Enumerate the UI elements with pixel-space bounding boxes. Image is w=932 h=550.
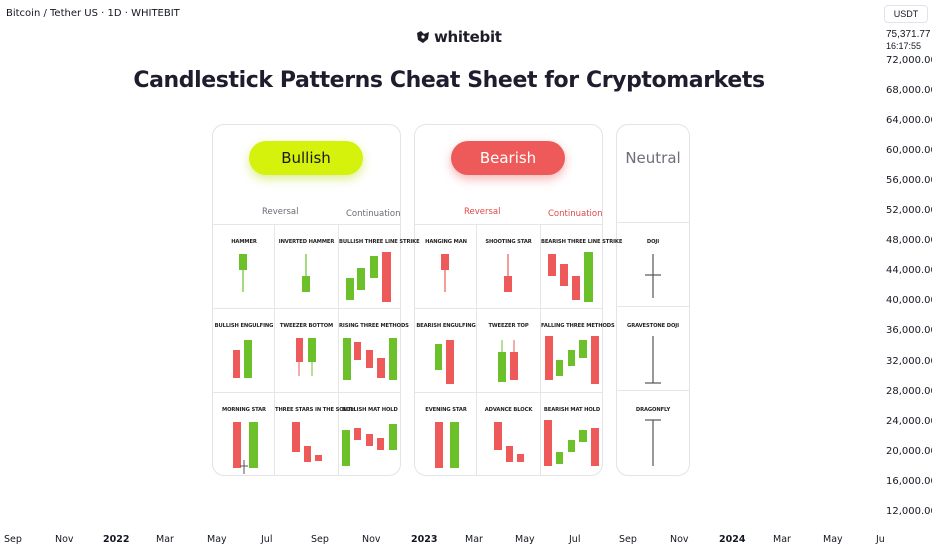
price-tick: 24,000.00 bbox=[886, 416, 932, 427]
time-tick: Sep bbox=[311, 534, 329, 545]
price-tick: 20,000.00 bbox=[886, 446, 932, 457]
time-tick: 2024 bbox=[719, 534, 746, 545]
time-tick: Jul bbox=[261, 534, 273, 545]
currency-selector[interactable]: USDT bbox=[884, 5, 928, 23]
pattern-label: TWEEZER BOTTOM bbox=[279, 323, 334, 329]
pattern-label: BEARISH ENGULFING bbox=[416, 323, 476, 329]
price-tick: 48,000.00 bbox=[886, 235, 932, 246]
time-tick: Ju bbox=[876, 534, 885, 545]
time-tick: May bbox=[823, 534, 843, 545]
price-tick: 72,000.00 bbox=[886, 55, 932, 66]
rising-three-methods-candles bbox=[343, 338, 397, 380]
pattern-label: RISING THREE METHODS bbox=[339, 323, 409, 329]
pattern-label: HANGING MAN bbox=[425, 239, 467, 245]
falling-three-methods-candles bbox=[545, 336, 599, 384]
bullish-badge: Bullish bbox=[249, 141, 363, 175]
current-price: 75,371.77 bbox=[886, 29, 931, 40]
time-tick: Mar bbox=[156, 534, 174, 545]
bullish-panel bbox=[212, 124, 401, 476]
neutral-panel bbox=[616, 124, 690, 476]
bar-countdown: 16:17:55 bbox=[886, 41, 922, 51]
price-tick: 60,000.00 bbox=[886, 145, 932, 156]
bullish-mat-hold-candles bbox=[342, 424, 397, 466]
bullish-reversal-header: Reversal bbox=[262, 207, 299, 217]
price-tick: 28,000.00 bbox=[886, 386, 932, 397]
pattern-label: BEARISH MAT HOLD bbox=[543, 407, 601, 413]
brand-name: whitebit bbox=[434, 28, 502, 46]
three-stars-in-the-south-candles bbox=[292, 422, 322, 462]
gravestone-doji-candle bbox=[645, 336, 661, 384]
bearish-three-line-strike-candles bbox=[548, 252, 593, 302]
tweezer-bottom-candles bbox=[296, 338, 316, 376]
time-tick: 2023 bbox=[411, 534, 438, 545]
pattern-label: MORNING STAR bbox=[222, 407, 266, 413]
pattern-label: THREE STARS IN THE SOUTH bbox=[275, 407, 356, 413]
time-tick: Jul bbox=[569, 534, 581, 545]
pattern-label: BEARISH THREE LINE STRIKE bbox=[541, 239, 623, 245]
shooting-star-candles bbox=[504, 254, 512, 292]
price-tick: 12,000.00 bbox=[886, 506, 932, 517]
price-tick: 44,000.00 bbox=[886, 265, 932, 276]
time-tick: Nov bbox=[55, 534, 74, 545]
whitebit-logo: whitebit bbox=[416, 28, 502, 46]
time-tick: May bbox=[515, 534, 535, 545]
pattern-label: TWEEZER TOP bbox=[488, 323, 529, 329]
price-tick: 16,000.00 bbox=[886, 476, 932, 487]
pattern-label: BULLISH MAT HOLD bbox=[342, 407, 398, 413]
time-tick: Sep bbox=[4, 534, 22, 545]
hammer-candles bbox=[239, 254, 247, 292]
price-tick: 32,000.00 bbox=[886, 356, 932, 367]
pattern-label: BULLISH THREE LINE STRIKE bbox=[339, 239, 420, 245]
bearish-reversal-header: Reversal bbox=[464, 207, 501, 217]
hanging-man-candles bbox=[441, 254, 449, 292]
bearish-badge: Bearish bbox=[451, 141, 565, 175]
pattern-label: EVENING STAR bbox=[425, 407, 467, 413]
time-tick: May bbox=[207, 534, 227, 545]
bearish-mat-hold-candles bbox=[544, 420, 599, 466]
inverted-hammer-candles bbox=[302, 254, 310, 292]
bullish-continuation-header: Continuation bbox=[346, 209, 401, 219]
bullish-engulfing-candles bbox=[233, 340, 252, 378]
bullish-three-line-strike-candles bbox=[346, 252, 391, 302]
neutral-heading: Neutral bbox=[625, 149, 681, 167]
cheat-sheet-title: Candlestick Patterns Cheat Sheet for Cry… bbox=[133, 68, 765, 93]
price-tick: 64,000.00 bbox=[886, 115, 932, 126]
advance-block-candles bbox=[494, 422, 524, 462]
pattern-label: SHOOTING STAR bbox=[485, 239, 532, 245]
pattern-label: ADVANCE BLOCK bbox=[484, 407, 533, 413]
pattern-label: DRAGONFLY bbox=[635, 407, 671, 413]
pattern-label: INVERTED HAMMER bbox=[278, 239, 335, 245]
evening-star-candles bbox=[435, 422, 459, 468]
time-tick: Nov bbox=[670, 534, 689, 545]
doji-candle bbox=[645, 254, 661, 298]
pattern-label: BULLISH ENGULFING bbox=[214, 323, 274, 329]
price-tick: 68,000.00 bbox=[886, 85, 932, 96]
time-tick: Mar bbox=[465, 534, 483, 545]
pattern-label: HAMMER bbox=[231, 239, 257, 245]
tweezer-top-candles bbox=[498, 340, 518, 382]
price-tick: 36,000.00 bbox=[886, 325, 932, 336]
price-tick: 52,000.00 bbox=[886, 205, 932, 216]
time-tick: Mar bbox=[773, 534, 791, 545]
time-tick: Sep bbox=[619, 534, 637, 545]
price-tick: 40,000.00 bbox=[886, 295, 932, 306]
time-tick: Nov bbox=[362, 534, 381, 545]
bearish-engulfing-candles bbox=[435, 340, 454, 384]
pattern-label: FALLING THREE METHODS bbox=[541, 323, 615, 329]
bearish-panel bbox=[414, 124, 603, 476]
morning-star-candles bbox=[233, 422, 258, 474]
pattern-label: GRAVESTONE DOJI bbox=[627, 323, 679, 329]
dragonfly-candle bbox=[645, 419, 661, 466]
bearish-continuation-header: Continuation bbox=[548, 209, 603, 219]
whitebit-logo-icon bbox=[417, 31, 429, 43]
time-tick: 2022 bbox=[103, 534, 130, 545]
pattern-label: DOJI bbox=[646, 239, 660, 245]
symbol-title[interactable]: Bitcoin / Tether US · 1D · WHITEBIT bbox=[6, 8, 180, 19]
price-tick: 56,000.00 bbox=[886, 175, 932, 186]
